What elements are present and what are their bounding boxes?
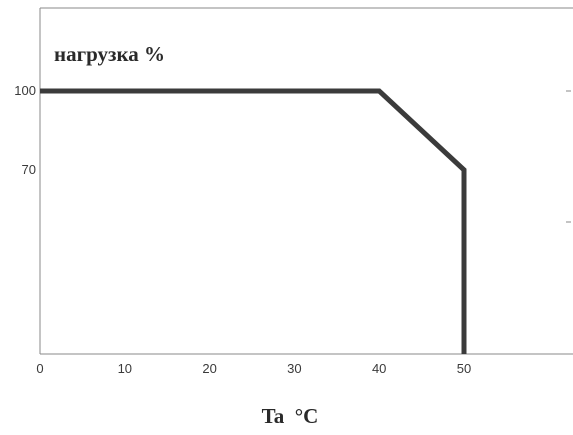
derating-curve (40, 88, 467, 354)
plot-frame (39, 7, 573, 355)
x-axis-ticks: 0 10 20 30 40 50 (36, 361, 471, 376)
x-tick-label: 30 (287, 361, 301, 376)
x-axis-title: Ta °C (262, 404, 319, 428)
x-tick-label: 20 (202, 361, 216, 376)
x-tick-label: 0 (36, 361, 43, 376)
x-tick-label: 40 (372, 361, 386, 376)
x-tick-label: 10 (118, 361, 132, 376)
x-tick-label: 50 (457, 361, 471, 376)
y-axis-title: нагрузка % (54, 42, 165, 66)
y-axis-ticks: 100 70 (14, 83, 36, 177)
series-group (40, 88, 467, 354)
y-tick-label: 70 (22, 162, 36, 177)
y-tick-label: 100 (14, 83, 36, 98)
